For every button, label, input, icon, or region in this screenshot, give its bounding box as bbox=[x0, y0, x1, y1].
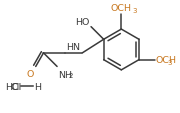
Text: HCl: HCl bbox=[5, 82, 21, 91]
Text: 3: 3 bbox=[132, 8, 136, 13]
Text: OCH: OCH bbox=[156, 56, 176, 65]
Text: HN: HN bbox=[67, 43, 81, 51]
Text: 3: 3 bbox=[167, 59, 172, 65]
Text: OCH: OCH bbox=[111, 4, 132, 13]
Text: O: O bbox=[26, 70, 34, 79]
Text: Cl: Cl bbox=[10, 82, 19, 91]
Text: H: H bbox=[34, 82, 41, 91]
Text: 2: 2 bbox=[69, 73, 73, 79]
Text: NH: NH bbox=[58, 71, 72, 80]
Text: HO: HO bbox=[75, 18, 89, 26]
